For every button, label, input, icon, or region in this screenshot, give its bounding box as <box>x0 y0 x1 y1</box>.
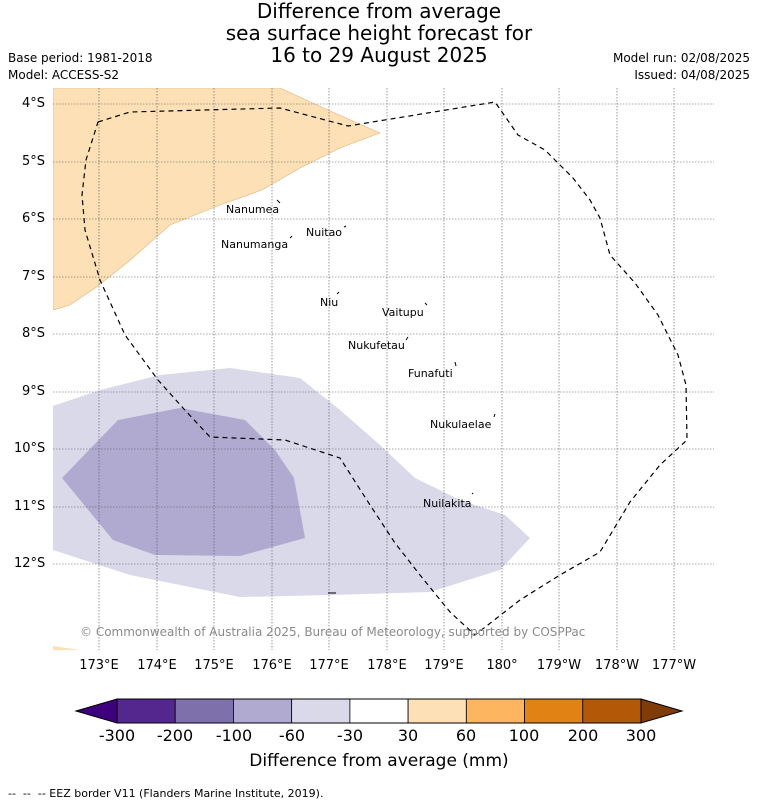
colorbar-label: -30 <box>336 726 364 745</box>
lon-label: 179°E <box>424 658 464 673</box>
lon-label: 178°E <box>367 658 407 673</box>
colorbar-label: -100 <box>215 726 253 745</box>
model-name: Model: ACCESS-S2 <box>8 68 120 82</box>
island-marks <box>276 199 496 594</box>
colorbar-label: 300 <box>625 726 657 745</box>
colorbar-segment <box>407 698 467 724</box>
copyright-notice: © Commonwealth of Australia 2025, Bureau… <box>80 625 586 639</box>
colorbar-label: 100 <box>508 726 540 745</box>
lat-label: 10°S <box>14 441 46 456</box>
lat-label: 4°S <box>22 96 46 111</box>
eez-border <box>81 101 688 636</box>
colorbar-segment <box>465 698 525 724</box>
map-title: Difference from average sea surface heig… <box>0 0 758 66</box>
place-niu: Niu <box>320 296 339 309</box>
colorbar-lower-extension <box>74 698 118 724</box>
colorbar-segment <box>116 698 176 724</box>
graticule <box>53 88 714 650</box>
colorbar-segment <box>233 698 293 724</box>
lat-label: 6°S <box>22 211 46 226</box>
lat-label: 8°S <box>22 326 46 341</box>
colorbar-segment <box>291 698 351 724</box>
place-vaitupu: Vaitupu <box>382 306 424 319</box>
colorbar-upper-extension <box>640 698 684 724</box>
positive-anomaly-corner <box>53 646 80 650</box>
lon-label: 180° <box>486 658 518 673</box>
lat-label: 9°S <box>22 384 46 399</box>
title-line-2: sea surface height forecast for <box>225 21 533 45</box>
place-nukufetau: Nukufetau <box>348 339 405 352</box>
lat-label: 12°S <box>14 556 46 571</box>
colorbar-segment <box>524 698 584 724</box>
colorbar-label: 60 <box>455 726 477 745</box>
lat-label: 11°S <box>14 499 46 514</box>
colorbar-label: 30 <box>397 726 419 745</box>
lat-label: 7°S <box>22 269 46 284</box>
title-line-1: Difference from average <box>256 0 502 23</box>
colorbar-segment <box>582 698 642 724</box>
lon-label: 173°E <box>79 658 119 673</box>
lon-label: 174°E <box>137 658 177 673</box>
place-funafuti: Funafuti <box>408 367 453 380</box>
base-period: Base period: 1981-2018 <box>8 51 153 65</box>
colorbar-segment <box>349 698 409 724</box>
colorbar <box>74 698 684 724</box>
lon-label: 175°E <box>194 658 234 673</box>
issued-date: Issued: 04/08/2025 <box>634 68 750 82</box>
lon-label: 178°W <box>594 658 640 673</box>
colorbar-label: -60 <box>278 726 306 745</box>
lat-label: 5°S <box>22 154 46 169</box>
title-line-3: 16 to 29 August 2025 <box>270 43 488 67</box>
place-nuitao: Nuitao <box>306 226 343 239</box>
colorbar-segment <box>174 698 234 724</box>
colorbar-label: -200 <box>156 726 194 745</box>
place-nukulaelae: Nukulaelae <box>430 418 492 431</box>
lon-label: 176°E <box>252 658 292 673</box>
lon-label: 177°E <box>309 658 349 673</box>
meta-left: Base period: 1981-2018 Model: ACCESS-S2 <box>8 50 153 84</box>
meta-right: Model run: 02/08/2025 Issued: 04/08/2025 <box>613 50 750 84</box>
colorbar-label: -300 <box>98 726 136 745</box>
model-run: Model run: 02/08/2025 <box>612 51 750 65</box>
place-nanumea: Nanumea <box>226 203 280 216</box>
place-nuilakita: Nuilakita <box>423 497 472 510</box>
colorbar-label: 200 <box>567 726 599 745</box>
lon-label: 177°W <box>651 658 697 673</box>
negative-anomaly-inner <box>62 408 305 556</box>
colorbar-title: Difference from average (mm) <box>249 751 509 771</box>
lon-label: 179°W <box>536 658 582 673</box>
eez-legend: -- -- -- EEZ border V11 (Flanders Marine… <box>8 787 324 800</box>
place-nanumanga: Nanumanga <box>221 238 289 251</box>
positive-anomaly-region <box>53 88 381 311</box>
